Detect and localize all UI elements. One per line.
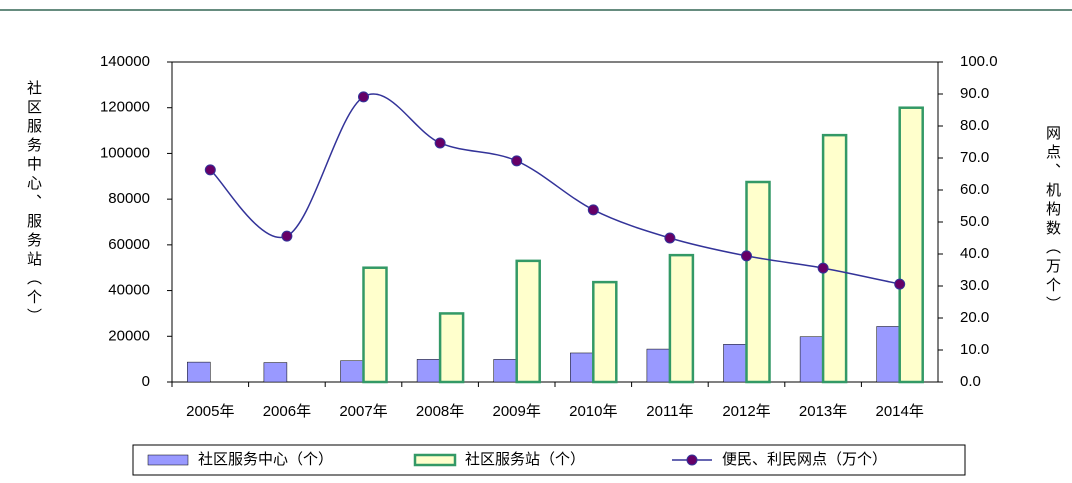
legend-label: 社区服务站（个）	[465, 451, 585, 468]
x-tick-label: 2008年	[416, 403, 464, 420]
bar	[799, 336, 824, 383]
bar	[515, 259, 541, 384]
y-tick-label: 0	[142, 373, 150, 390]
bar	[570, 352, 594, 383]
bar	[592, 280, 618, 384]
y2-tick-label: 100.0	[960, 53, 998, 70]
y-tick-label: 100000	[100, 144, 150, 161]
legend	[132, 444, 966, 476]
x-tick-label: 2014年	[876, 403, 924, 420]
bar	[263, 362, 288, 383]
y-tick-label: 140000	[100, 53, 150, 70]
x-tick-label: 2010年	[569, 403, 617, 420]
bar	[493, 359, 517, 383]
y2-tick-label: 90.0	[960, 85, 989, 102]
bar	[416, 359, 441, 383]
y2-tick-label: 20.0	[960, 309, 989, 326]
x-tick-label: 2006年	[263, 403, 311, 420]
bar	[745, 180, 771, 384]
y2-tick-label: 50.0	[960, 213, 989, 230]
x-tick-label: 2005年	[186, 403, 234, 420]
y-tick-label: 120000	[100, 99, 150, 116]
y2-axis-label: 网点、机构数（万个）	[1044, 125, 1061, 315]
y-tick-label: 60000	[108, 236, 150, 253]
y2-tick-label: 40.0	[960, 245, 989, 262]
point	[817, 262, 829, 274]
x-tick-label: 2011年	[646, 403, 693, 420]
bar	[876, 326, 900, 383]
point	[204, 164, 216, 176]
bar	[821, 133, 848, 384]
bar	[340, 360, 364, 383]
point	[281, 230, 293, 242]
y-axis-label: 社区服务中心、服务站（个）	[25, 80, 42, 327]
point	[664, 232, 676, 244]
bar	[438, 312, 465, 384]
x-tick-label: 2009年	[493, 403, 541, 420]
line	[209, 93, 900, 285]
legend-swatch	[147, 454, 189, 466]
y2-tick-label: 80.0	[960, 117, 989, 134]
bar	[187, 361, 211, 383]
y2-tick-label: 0.0	[960, 373, 981, 390]
point	[894, 278, 906, 290]
y2-tick-label: 60.0	[960, 181, 989, 198]
y2-tick-label: 30.0	[960, 277, 989, 294]
y2-tick-label: 70.0	[960, 149, 989, 166]
point	[741, 250, 752, 262]
legend-label: 社区服务中心（个）	[198, 451, 333, 468]
point	[358, 91, 369, 103]
y-tick-label: 80000	[108, 190, 150, 207]
bar	[646, 348, 671, 383]
y-tick-label: 20000	[108, 327, 150, 344]
point	[511, 155, 523, 167]
legend-label: 便民、利民网点（万个）	[722, 451, 887, 468]
legend-swatch	[413, 453, 457, 467]
bar	[668, 253, 695, 384]
y2-tick-label: 10.0	[960, 341, 989, 358]
x-tick-label: 2012年	[722, 403, 770, 420]
bar	[362, 266, 388, 384]
bar	[723, 344, 747, 383]
x-tick-label: 2007年	[339, 403, 387, 420]
point	[587, 204, 599, 216]
y-tick-label: 40000	[108, 282, 150, 299]
point	[434, 137, 446, 149]
x-tick-label: 2013年	[799, 403, 847, 420]
bar	[898, 106, 924, 384]
legend-swatch	[686, 454, 698, 466]
